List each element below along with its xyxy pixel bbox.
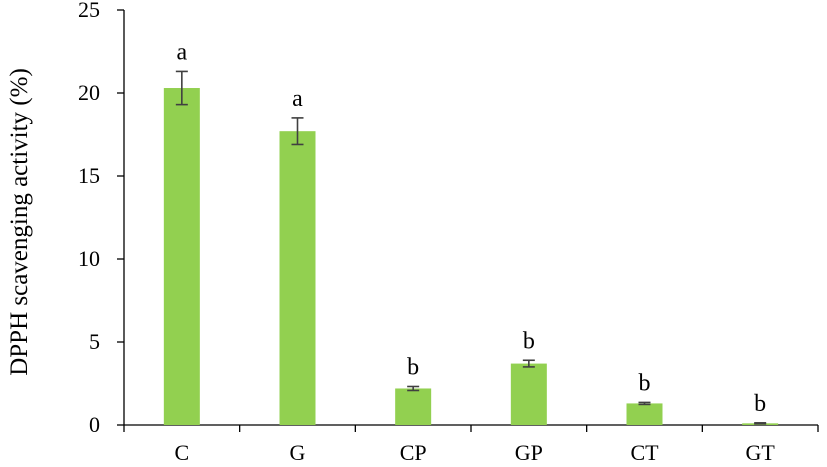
x-axis: C G CP GP CT GT <box>123 424 819 465</box>
error-bar <box>407 385 420 392</box>
bar-CP <box>395 388 432 425</box>
y-tick-label: 20 <box>78 80 100 105</box>
y-tick-label: 15 <box>78 163 100 188</box>
x-tick-label: CT <box>630 440 659 465</box>
significance-letter: b <box>523 328 535 354</box>
significance-letter: a <box>177 39 188 65</box>
x-tick-label: G <box>290 440 306 465</box>
significance-letter: b <box>407 354 419 380</box>
error-bar <box>291 117 304 146</box>
y-axis: 0 5 10 15 20 25 <box>78 0 125 437</box>
bar-G <box>279 131 316 425</box>
bar-C <box>163 88 200 426</box>
x-tick-label: CP <box>400 440 427 465</box>
significance-letters: a a b b b b <box>177 39 767 416</box>
error-bar <box>522 359 535 368</box>
y-tick-label: 10 <box>78 246 100 271</box>
error-bar <box>175 70 188 106</box>
error-bar <box>754 422 767 425</box>
y-tick-label: 25 <box>78 0 100 22</box>
y-axis-title: DPPH scavenging activity (%) <box>6 68 33 376</box>
x-tick-label: GT <box>746 440 776 465</box>
significance-letter: b <box>639 370 651 396</box>
y-tick-label: 0 <box>89 412 100 437</box>
bar-GP <box>510 363 547 425</box>
x-tick-label: C <box>174 440 189 465</box>
significance-letter: a <box>292 86 303 112</box>
y-tick-label: 5 <box>89 329 100 354</box>
error-bar <box>638 401 651 406</box>
bars <box>163 88 779 426</box>
x-tick-label: GP <box>515 440 543 465</box>
error-bars <box>175 70 767 425</box>
bar-CT <box>626 403 663 425</box>
significance-letter: b <box>754 391 766 417</box>
